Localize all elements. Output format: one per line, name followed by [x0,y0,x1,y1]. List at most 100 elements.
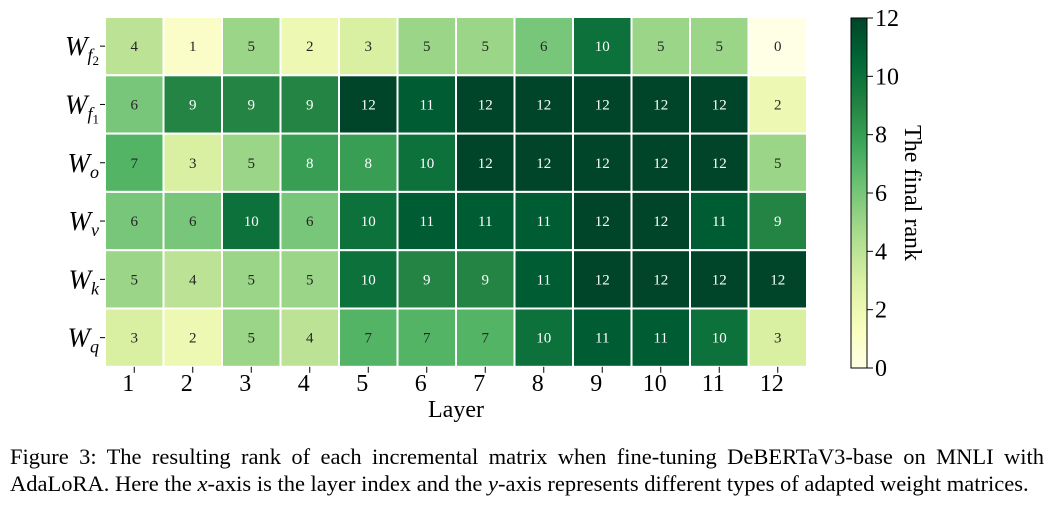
cell-value-label: 4 [131,39,139,55]
heatmap-cell [338,74,399,135]
cell-value-label: 12 [595,214,610,230]
cell-value-label: 5 [716,39,724,55]
heatmap-cell [513,249,574,310]
cell-value-label: 5 [248,156,256,172]
x-tick-label: 10 [643,371,667,397]
cell-value-label: 9 [248,97,256,113]
cell-value-label: 5 [248,39,256,55]
cell-value-label: 11 [537,214,551,230]
cell-value-label: 3 [189,156,197,172]
cell-value-label: 2 [774,97,782,113]
cell-value-label: 5 [657,39,665,55]
colorbar-tick-label: 2 [875,298,887,324]
cell-value-label: 12 [595,156,610,172]
cell-value-label: 6 [131,97,139,113]
cell-value-label: 6 [131,214,139,230]
cell-value-label: 11 [595,331,609,347]
cell-value-label: 8 [306,156,314,172]
cell-value-label: 12 [478,97,493,113]
cell-value-label: 10 [595,39,610,55]
y-tick-labels: Wf2 Wf1 Wo Wv Wk Wq [65,31,105,357]
cell-value-label: 2 [189,331,197,347]
heatmap-cell [396,307,457,368]
heatmap-cell [689,249,750,310]
heatmap-cell [747,132,808,193]
x-tick-label: 2 [181,371,193,397]
cell-value-label: 12 [712,156,727,172]
heatmap-cell [747,74,808,135]
heatmap-cell [572,190,633,252]
colorbar-label: The final rank [899,125,925,261]
heatmap-cell [455,249,516,310]
x-tick-label: 6 [415,371,427,397]
colorbar-tick-label: 0 [875,356,887,382]
cell-value-label: 11 [420,214,434,230]
cell-value-label: 7 [482,331,490,347]
colorbar-tick-label: 6 [875,181,887,207]
cell-value-label: 10 [712,331,727,347]
heatmap-cell [396,190,457,252]
cell-value-label: 9 [774,214,782,230]
cell-value-label: 7 [131,156,139,172]
heatmap-cell [572,74,633,135]
x-tick-label: 5 [356,371,368,397]
heatmap-cell [162,74,223,135]
cell-value-label: 9 [482,272,490,288]
cell-value-label: 5 [774,156,782,172]
heatmap-cell [104,249,165,310]
cell-value-label: 11 [478,214,492,230]
cell-value-label: 7 [365,331,373,347]
heatmap-cell [221,249,282,310]
caption-x-var: x [197,471,208,496]
cell-value-label: 11 [712,214,726,230]
cell-value-label: 3 [365,39,373,55]
caption-prefix: Figure 3: The resulting rank of each inc… [10,444,1044,496]
cell-value-label: 10 [361,272,376,288]
cell-value-label: 10 [536,331,551,347]
heatmap-cell [572,307,633,368]
heatmap-cell [455,132,516,193]
figure-caption: Figure 3: The resulting rank of each inc… [10,443,1044,497]
heatmap-cell [630,16,691,77]
heatmap-cell [396,16,457,77]
cell-value-label: 6 [189,214,197,230]
cell-value-label: 9 [306,97,314,113]
cell-value-label: 10 [361,214,376,230]
y-tick-label: Wq [68,323,100,357]
x-tick-label: 7 [473,371,485,397]
heatmap-cell [338,132,399,193]
heatmap-cell [279,74,340,135]
y-tick-label: Wf1 [65,89,99,126]
x-tick-label: 11 [702,371,725,397]
x-axis-label: Layer [428,397,484,423]
cell-value-label: 6 [306,214,314,230]
cell-value-label: 6 [540,39,548,55]
cell-value-label: 5 [306,272,314,288]
x-tick-label: 12 [760,371,784,397]
cell-value-label: 5 [248,272,256,288]
heatmap-cell [455,74,516,135]
cell-value-label: 12 [712,272,727,288]
x-tick-label: 8 [532,371,544,397]
cell-value-label: 8 [365,156,373,172]
x-tick-label: 9 [590,371,602,397]
colorbar-ticks: 0 2 4 6 8 10 12 [867,6,899,382]
cell-value-label: 10 [419,156,434,172]
cell-value-label: 12 [595,97,610,113]
heatmap-cell [221,132,282,193]
heatmap-cell [747,307,808,368]
cell-value-label: 12 [653,97,668,113]
x-tick-label: 4 [298,371,310,397]
cell-value-label: 0 [774,39,782,55]
heatmap-cell [279,307,340,368]
cell-value-label: 9 [189,97,197,113]
y-tick-label: Wf2 [65,31,99,68]
cell-value-label: 12 [536,156,551,172]
caption-middle: -axis is the layer index and the [207,471,488,496]
x-tick-label: 1 [122,371,134,397]
heatmap-cell [513,74,574,135]
cell-value-label: 7 [423,331,431,347]
heatmap-cell [162,249,223,310]
x-tick-label: 3 [239,371,251,397]
heatmap-cell [104,307,165,368]
